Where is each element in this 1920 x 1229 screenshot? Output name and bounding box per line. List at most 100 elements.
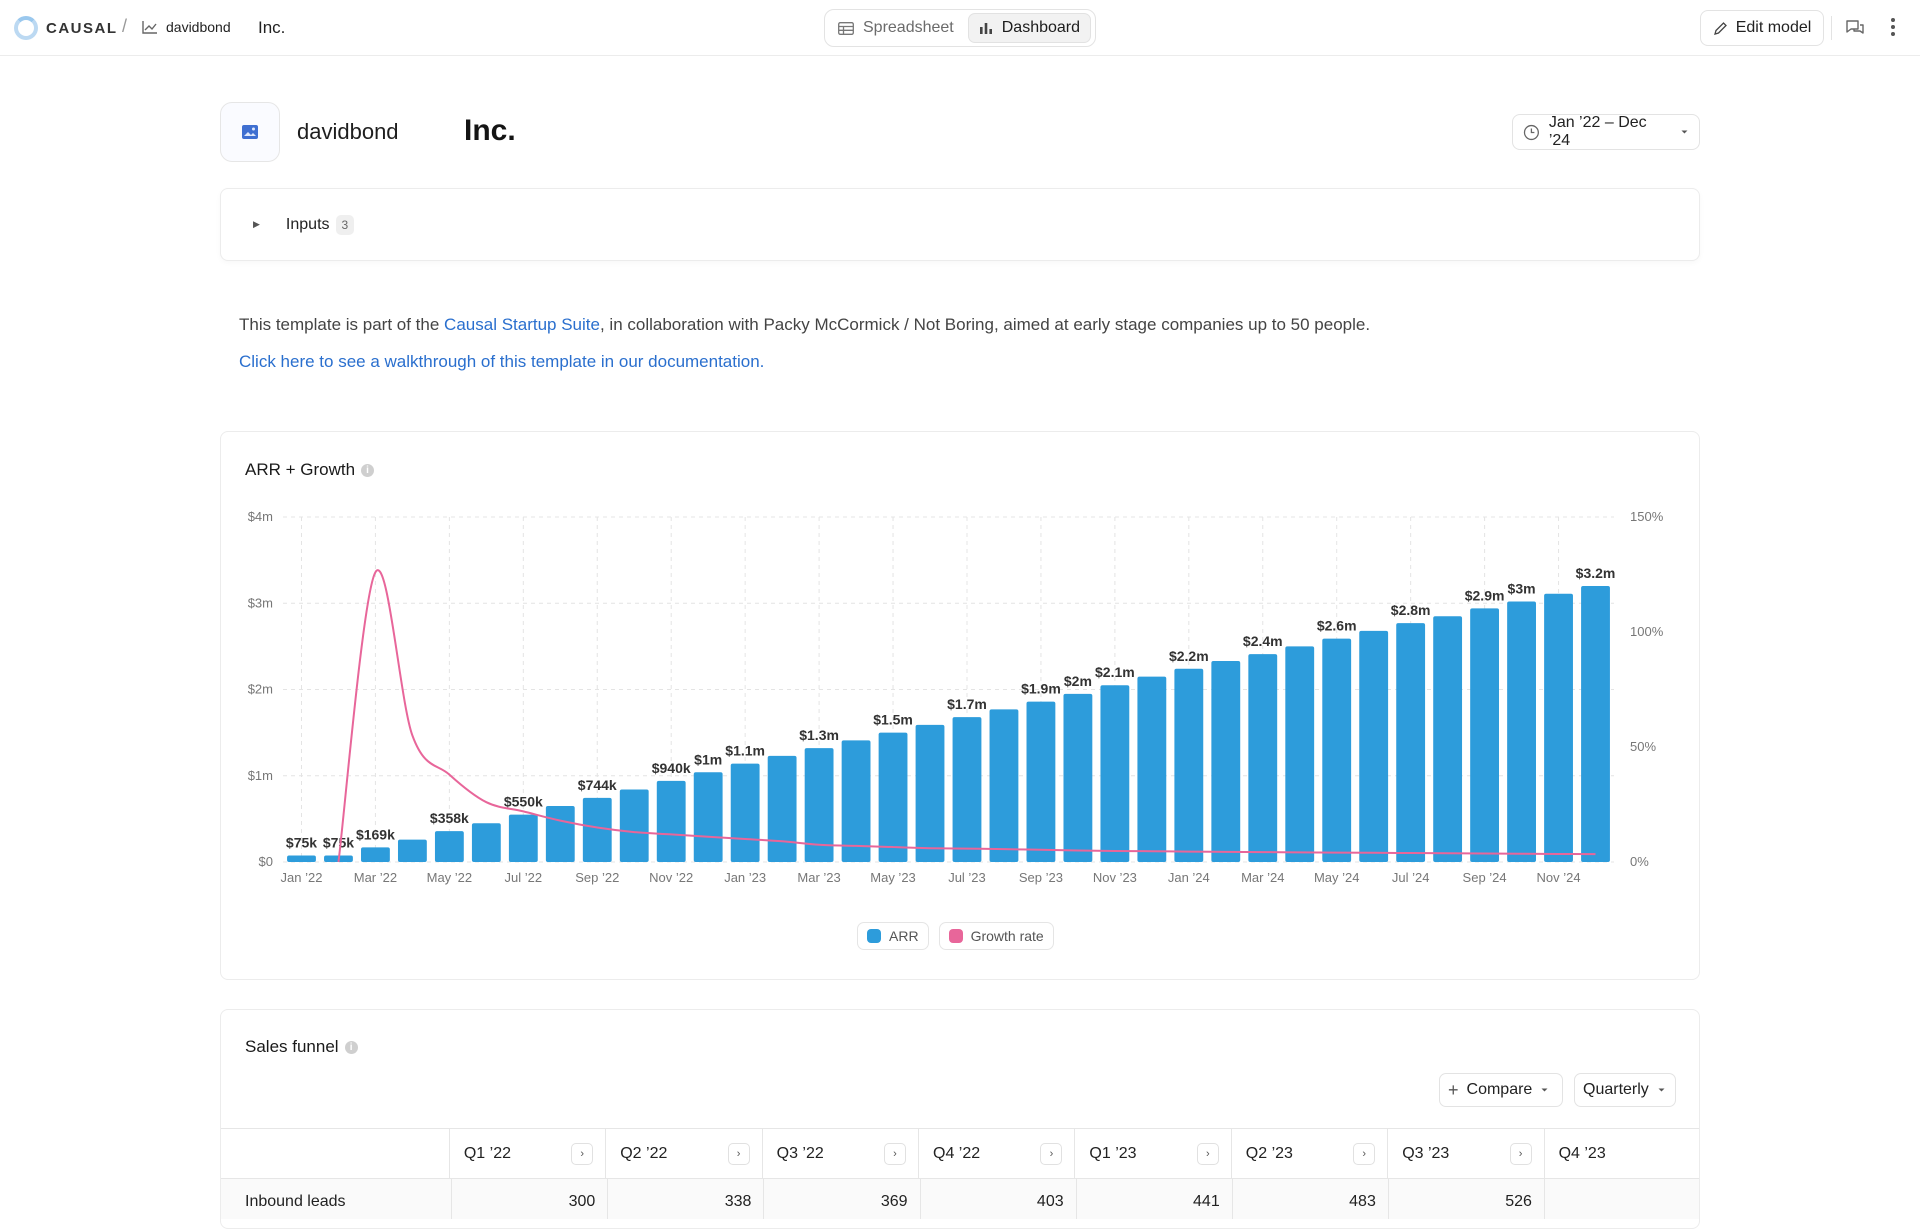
x-tick-label: Nov ’22 [649,870,693,885]
table-cell[interactable]: 300 [452,1179,609,1219]
expand-chevron-icon[interactable]: › [571,1142,594,1165]
period-select[interactable]: Quarterly [1574,1073,1676,1107]
description-suffix: , in collaboration with Packy McCormick … [599,315,1371,334]
more-options-icon[interactable] [1890,16,1896,38]
y-tick-label: $3m [248,595,273,610]
toolbar-divider [1831,16,1832,40]
x-tick-label: Mar ’24 [1241,870,1284,885]
info-icon[interactable]: i [344,1040,358,1054]
y2-tick-label: 50% [1630,739,1656,754]
comments-icon[interactable] [1844,18,1866,38]
arr-bar [1470,608,1500,862]
arr-swatch [867,929,881,943]
chart-title-text: ARR + Growth [245,460,356,479]
data-label: $1m [694,751,722,767]
spreadsheet-tab[interactable]: Spreadsheet [828,13,964,43]
data-label: $2m [1064,673,1092,689]
data-label: $744k [578,777,617,793]
arr-bar [1285,646,1315,862]
arr-growth-chart: $0 $1m $2m $3m $4m 0% 50% 100% 150% Jan ’22 Mar ’2… [248,509,1664,885]
y2-tick-label: 100% [1630,624,1664,639]
column-header-label: Q3 ’23 [1402,1144,1450,1162]
arr-bar [767,755,797,862]
arr-bar [1174,668,1204,862]
column-header[interactable]: Q3 ’23 › [1388,1129,1545,1178]
arr-bar [730,763,760,862]
model-image-icon[interactable] [220,102,280,162]
date-range-selector[interactable]: Jan ’22 – Dec ’24 [1512,114,1700,150]
column-header[interactable]: Q2 ’22 › [606,1129,763,1178]
bar-chart-icon [979,23,992,34]
startup-suite-link[interactable]: Causal Startup Suite [444,315,600,334]
data-label: $3m [1508,581,1536,597]
arr-bar [1100,685,1130,862]
row-label[interactable]: Inbound leads [221,1179,453,1219]
table-cell[interactable]: 403 [921,1179,1077,1219]
table-cell[interactable]: 338 [608,1179,765,1219]
dashboard-tab-label: Dashboard [1001,19,1081,36]
arr-bar [1248,654,1278,862]
table-cell[interactable]: 369 [764,1179,921,1219]
column-header[interactable]: Q4 ’23 [1545,1129,1699,1178]
data-label: $1.9m [1021,681,1061,697]
data-label: $75k [323,835,354,851]
table-cell[interactable]: 441 [1077,1179,1233,1219]
x-tick-label: Jan ’23 [724,870,766,885]
info-icon[interactable]: i [361,463,375,477]
dashboard-tab[interactable]: Dashboard [967,13,1092,43]
page-title[interactable]: Inc. [464,114,516,147]
expand-chevron-icon[interactable]: › [884,1142,907,1165]
expand-chevron-icon[interactable]: › [1509,1142,1532,1165]
arr-bar [582,797,612,862]
arr-bar [1211,661,1241,862]
top-bar: CAUSAL / davidbond Inc. Spreadsheet Dash… [0,0,1920,56]
walkthrough-link[interactable]: Click here to see a walkthrough of this … [239,352,765,371]
column-header[interactable]: Q1 ’22 › [450,1129,607,1178]
plus-icon: + [1448,1079,1459,1100]
y-tick-label: $4m [248,509,273,524]
edit-model-button[interactable]: Edit model [1700,10,1824,46]
template-description: This template is part of the Causal Star… [239,314,1370,336]
data-label: $940k [652,760,691,776]
arr-bar [1433,616,1463,862]
arr-bar [1396,623,1426,862]
inputs-section[interactable]: ▶ Inputs 3 [220,188,1700,261]
x-tick-label: May ’24 [1314,870,1360,885]
breadcrumb-model[interactable]: davidbond [142,19,231,35]
expand-chevron-icon[interactable]: › [727,1142,750,1165]
caret-down-icon [1658,1088,1665,1092]
column-header[interactable]: Q4 ’22 › [919,1129,1076,1178]
x-tick-label: Nov ’24 [1537,870,1581,885]
caret-down-icon [1681,130,1688,134]
column-header[interactable]: Q1 ’23 › [1075,1129,1232,1178]
breadcrumb-title[interactable]: Inc. [258,18,286,37]
expand-chevron-icon[interactable]: › [1040,1142,1063,1165]
compare-button[interactable]: + Compare [1439,1073,1563,1107]
column-header-label: Q1 ’23 [1089,1144,1137,1162]
arr-bar [915,724,945,862]
expand-caret-icon[interactable]: ▶ [253,219,260,229]
causal-logo[interactable]: CAUSAL [14,16,118,40]
data-label: $169k [356,826,395,842]
arr-bar [1359,630,1389,862]
column-header[interactable]: Q2 ’23 › [1232,1129,1389,1178]
data-label: $1.3m [799,727,839,743]
data-label: $2.8m [1391,602,1431,618]
table-cell[interactable]: 526 [1389,1179,1545,1219]
table-icon [838,21,854,35]
table-cell[interactable] [1545,1179,1699,1219]
x-tick-label: Jul ’23 [948,870,986,885]
data-label: $1.5m [873,712,913,728]
legend-item-growth[interactable]: Growth rate [938,922,1054,950]
data-label: $2.2m [1169,648,1209,664]
expand-chevron-icon[interactable]: › [1196,1142,1219,1165]
y2-tick-label: 0% [1630,854,1649,869]
arr-bar [434,831,464,862]
table-cell[interactable]: 483 [1233,1179,1389,1219]
expand-chevron-icon[interactable]: › [1353,1142,1376,1165]
data-label: $358k [430,810,469,826]
breadcrumb-separator: / [122,16,128,36]
legend-item-arr[interactable]: ARR [857,922,929,950]
period-label: Quarterly [1583,1081,1649,1098]
column-header[interactable]: Q3 ’22 › [763,1129,920,1178]
